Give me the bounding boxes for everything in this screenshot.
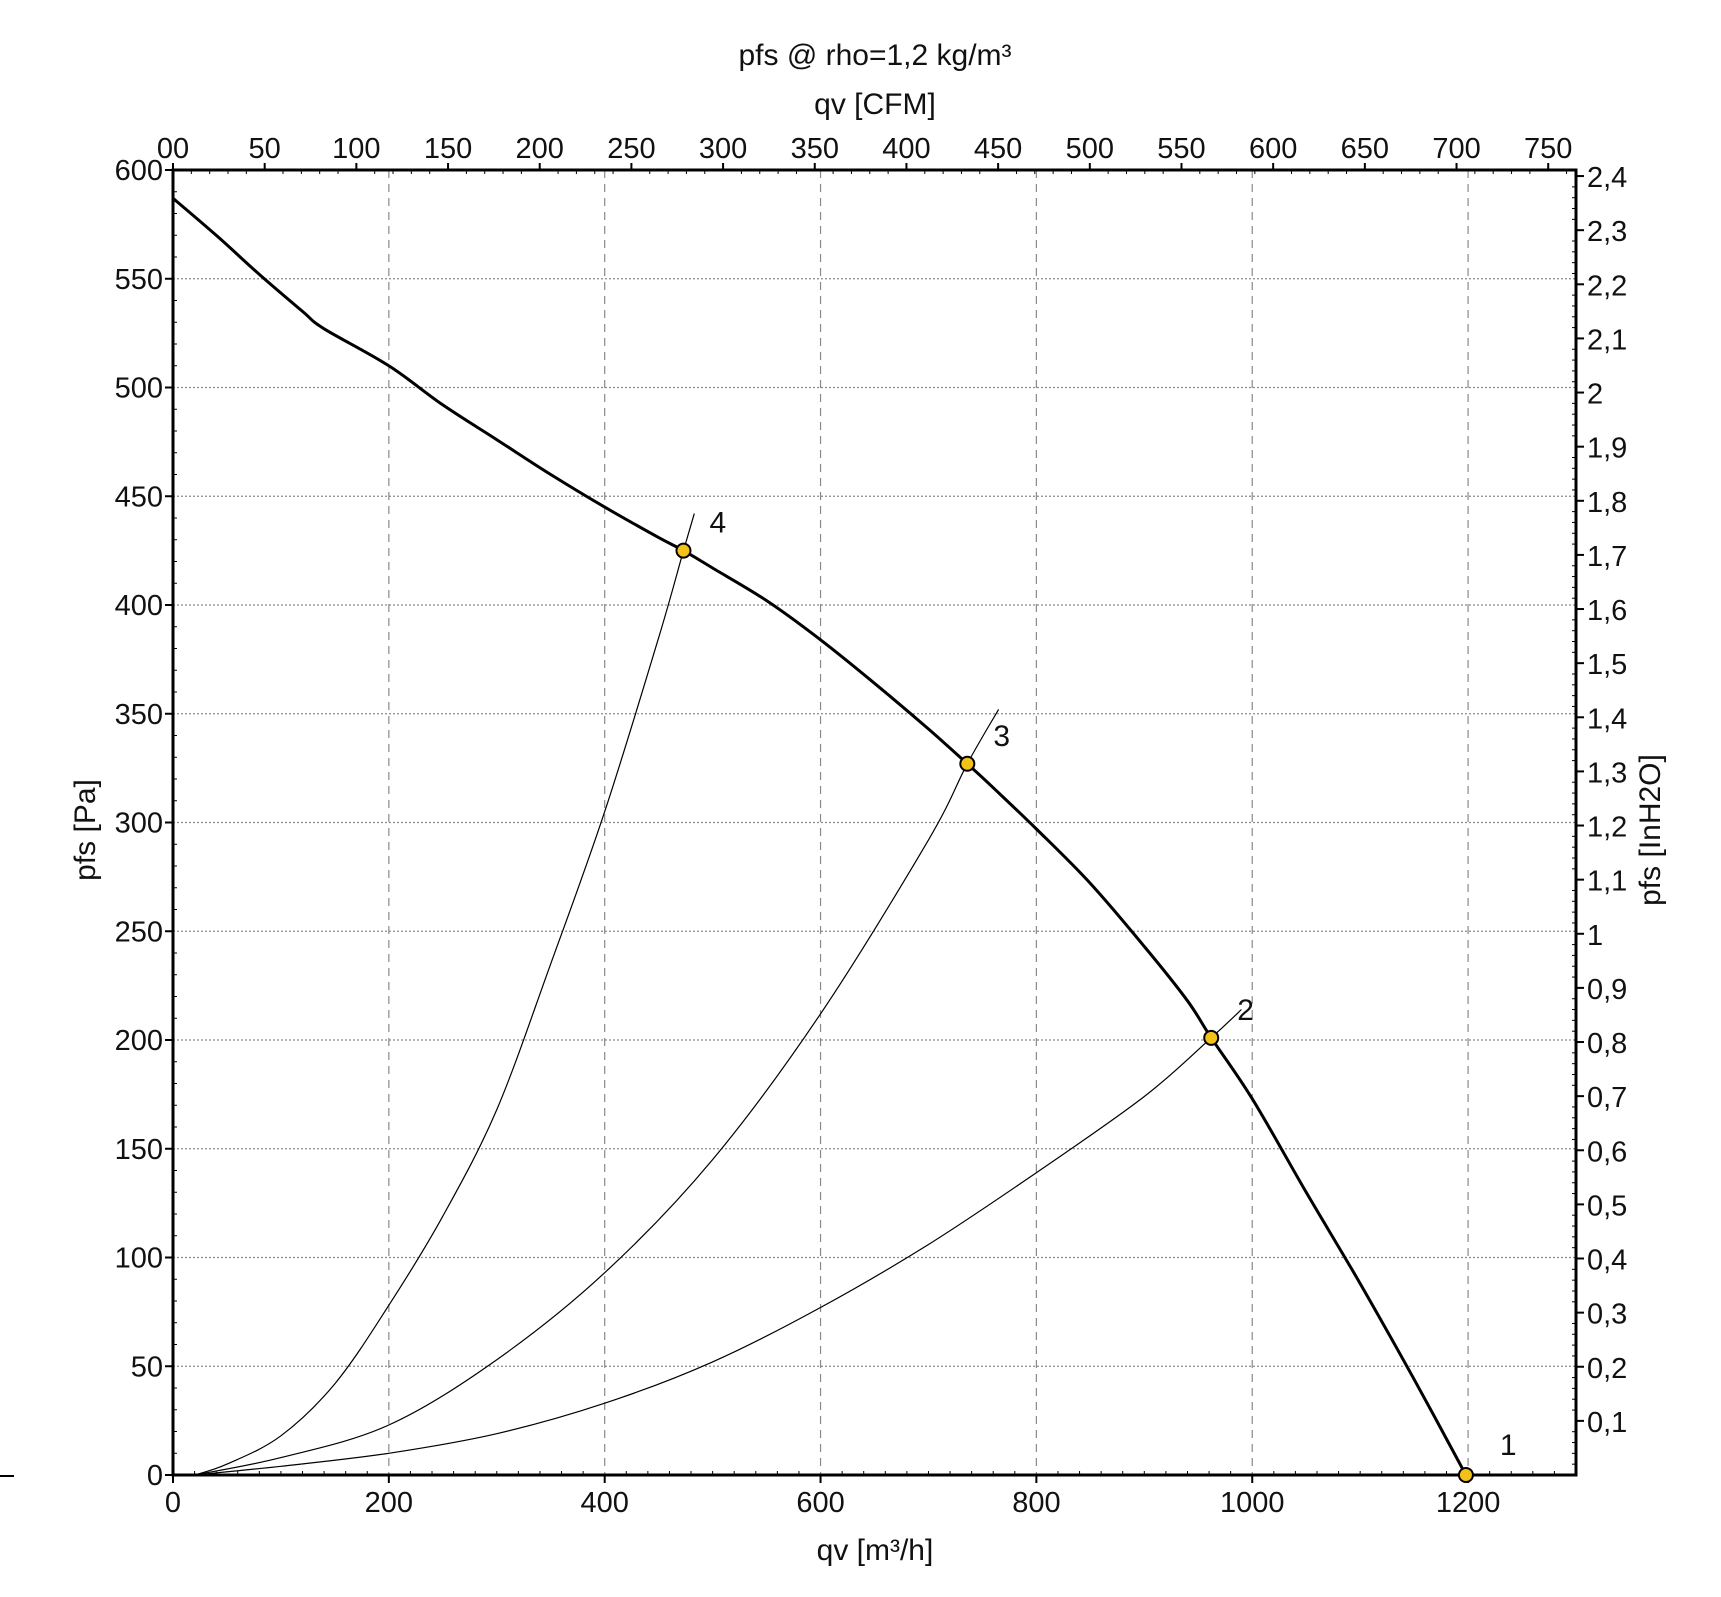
x-top-tick-label: 500 <box>1066 133 1114 165</box>
y-axis-title: pfs [Pa] <box>69 779 102 881</box>
operating-point-label-3: 3 <box>993 720 1010 753</box>
y-right-tick-label: 1,2 <box>1587 812 1627 844</box>
y-tick-label: 300 <box>115 808 163 840</box>
x-top-tick-label: 200 <box>516 133 564 165</box>
y-right-tick-label: 0,1 <box>1587 1407 1627 1439</box>
system-curve-2-line <box>194 1009 1242 1476</box>
x-top-tick-label: 50 <box>249 133 281 165</box>
y-tick-label: 200 <box>115 1025 163 1057</box>
fan-curve-line <box>172 197 1468 1476</box>
y-right-tick-label: 0,9 <box>1587 974 1627 1006</box>
x-top-tick-label: 650 <box>1341 133 1389 165</box>
system-curve-4-line <box>194 513 695 1476</box>
operating-point-1 <box>1457 1467 1474 1483</box>
y-tick-label: 50 <box>131 1351 163 1383</box>
x-top-tick-label: 750 <box>1524 133 1572 165</box>
operating-point-label-2: 2 <box>1237 994 1254 1027</box>
y-right-tick-label: 1,6 <box>1587 595 1627 627</box>
y-right-tick-label: 0,6 <box>1587 1136 1627 1168</box>
y-right-tick-label: 1 <box>1587 920 1603 952</box>
y-right-tick-label: 1,5 <box>1587 649 1627 681</box>
operating-point-4 <box>675 542 692 559</box>
y-right-tick-label: 0,5 <box>1587 1190 1627 1222</box>
y-right-tick-label: 0,3 <box>1587 1299 1627 1331</box>
y-tick-label: 350 <box>115 699 163 731</box>
x-top-tick-label: 700 <box>1432 133 1480 165</box>
x-top-tick-label: 00 <box>157 133 189 165</box>
operating-points: 1 2 3 4 <box>675 507 1517 1483</box>
x-top-tick-label: 350 <box>791 133 839 165</box>
y-right-tick-label: 1,8 <box>1587 487 1627 519</box>
y-tick-label: 100 <box>115 1243 163 1275</box>
x-top-tick-label: 600 <box>1249 133 1297 165</box>
y-right-tick-label: 0,8 <box>1587 1028 1627 1060</box>
y-right-tick-label: 0,7 <box>1587 1082 1627 1114</box>
operating-point-2 <box>1203 1029 1220 1046</box>
y-right-tick-label: 0,2 <box>1587 1353 1627 1385</box>
y-tick-label: 550 <box>115 264 163 296</box>
x-top-tick-label: 150 <box>424 133 472 165</box>
y-right-tick-label: 1,1 <box>1587 866 1627 898</box>
x-tick-label: 0 <box>165 1487 181 1519</box>
y-tick-label: 250 <box>115 916 163 948</box>
y-right-tick-label: 1,9 <box>1587 433 1627 465</box>
y-right-tick-label: 2,1 <box>1587 324 1627 356</box>
x-top-tick-label: 100 <box>332 133 380 165</box>
operating-point-3 <box>959 755 976 772</box>
y-right-tick-label: 0,4 <box>1587 1245 1627 1277</box>
labels: pfs @ rho=1,2 kg/m³ qv [CFM] qv [m³/h] p… <box>69 39 1667 1567</box>
x-top-tick-label: 250 <box>607 133 655 165</box>
y-right-tick-label: 1,7 <box>1587 541 1627 573</box>
y-right-tick-label: 2,3 <box>1587 216 1627 248</box>
y-right-tick-label: 2,2 <box>1587 270 1627 302</box>
y-tick-label: 500 <box>115 373 163 405</box>
y-tick-label: 150 <box>115 1134 163 1166</box>
x-axis-title: qv [m³/h] <box>817 1534 934 1567</box>
y-tick-label: 600 <box>115 155 163 187</box>
x-tick-label: 1200 <box>1436 1487 1501 1519</box>
y-right-tick-label: 2 <box>1587 379 1603 411</box>
y-right-tick-label: 1,3 <box>1587 757 1627 789</box>
x-top-tick-label: 300 <box>699 133 747 165</box>
x-top-tick-label: 550 <box>1157 133 1205 165</box>
y-right-tick-label: 1,4 <box>1587 703 1627 735</box>
x-tick-label: 400 <box>580 1487 628 1519</box>
y-tick-label: 0 <box>147 1460 163 1492</box>
x-top-tick-label: 400 <box>882 133 930 165</box>
y-tick-label: 400 <box>115 590 163 622</box>
x-axis-top-title: qv [CFM] <box>814 88 936 121</box>
x-tick-label: 1000 <box>1220 1487 1285 1519</box>
chart-title: pfs @ rho=1,2 kg/m³ <box>738 39 1011 72</box>
curves <box>172 197 1468 1476</box>
y-tick-label: 450 <box>115 481 163 513</box>
x-tick-label: 800 <box>1012 1487 1060 1519</box>
x-tick-label: 600 <box>796 1487 844 1519</box>
grid <box>173 170 1576 1475</box>
y-right-tick-label: 2,4 <box>1587 162 1627 194</box>
operating-point-label-4: 4 <box>709 507 726 540</box>
x-tick-label: 200 <box>365 1487 413 1519</box>
y-axis-right-title: pfs [InH2O] <box>1634 754 1667 906</box>
operating-point-label-1: 1 <box>1500 1429 1517 1462</box>
x-top-tick-label: 450 <box>974 133 1022 165</box>
system-curve-3-line <box>194 709 1000 1476</box>
